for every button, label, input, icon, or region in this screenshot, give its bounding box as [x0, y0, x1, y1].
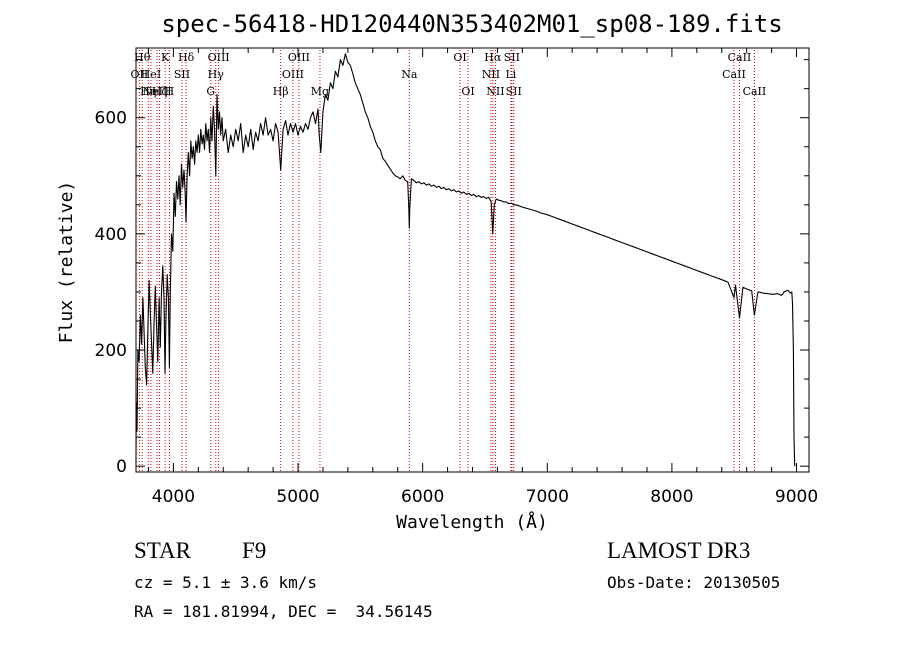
line-marker-label: OIII	[288, 51, 310, 64]
line-marker-label: SII	[504, 51, 520, 64]
line-marker-label: SII	[506, 85, 522, 98]
line-marker-label: G	[206, 85, 215, 98]
line-marker-label: Hη	[140, 85, 156, 98]
line-marker-label: OIII	[282, 68, 304, 81]
line-markers	[138, 50, 755, 472]
line-marker-label: Hγ	[208, 68, 225, 81]
line-marker-label: NII	[486, 85, 504, 98]
line-marker-label: H	[165, 85, 175, 98]
y-tick-label: 400	[95, 225, 127, 245]
axis-ticks	[136, 48, 809, 472]
observation-date: Obs-Date: 20130505	[607, 573, 781, 592]
x-tick-label: 9000	[775, 487, 818, 507]
line-marker-label: OII	[131, 68, 149, 81]
line-marker-label: K	[161, 51, 170, 64]
line-marker-label: Hζ	[152, 85, 168, 98]
x-axis-label: Wavelength (Å)	[396, 511, 548, 533]
line-marker-label: CaII	[722, 68, 746, 81]
x-tick-label: 8000	[650, 487, 693, 507]
line-marker-label: Mg	[311, 85, 329, 98]
y-tick-label: 0	[116, 457, 127, 477]
line-marker-label: Na	[401, 68, 418, 81]
spectral-subclass: F9	[242, 538, 267, 563]
line-marker-label: CaII	[728, 51, 752, 64]
line-marker-label: HeI	[141, 68, 161, 81]
survey-name: LAMOST DR3	[607, 538, 751, 563]
line-marker-label: Hβ	[273, 85, 289, 98]
axis-tick-labels: 4000 5000 6000 7000 8000 9000 0 200 400 600	[95, 109, 819, 507]
spectrum-series	[135, 53, 796, 467]
redshift-cz: cz = 5.1 ± 3.6 km/s	[134, 573, 318, 592]
line-marker-label: NII	[482, 68, 500, 81]
ra-dec-coordinates: RA = 181.81994, DEC = 34.56145	[134, 602, 433, 621]
line-marker-label: OIII	[208, 51, 230, 64]
x-tick-label: 5000	[276, 487, 319, 507]
line-marker-label: Li	[505, 68, 516, 81]
x-tick-label: 6000	[401, 487, 444, 507]
line-marker-label: Hθ	[134, 51, 151, 64]
y-tick-label: 600	[95, 109, 127, 129]
spectrum-line	[135, 53, 796, 467]
line-marker-label: NeIII	[142, 85, 171, 98]
x-tick-label: 4000	[152, 487, 195, 507]
line-marker-label: SII	[174, 68, 190, 81]
line-marker-label: OI	[453, 51, 466, 64]
line-marker-label: Hδ	[178, 51, 195, 64]
line-marker-label: Hα	[484, 51, 502, 64]
x-tick-label: 7000	[526, 487, 569, 507]
y-tick-label: 200	[95, 341, 127, 361]
line-marker-label: CaII	[743, 85, 767, 98]
object-type: STAR	[134, 538, 191, 563]
y-axis-label: Flux (relative)	[56, 181, 77, 344]
chart-title: spec-56418-HD120440N353402M01_sp08-189.f…	[161, 10, 782, 38]
line-marker-label: OI	[461, 85, 474, 98]
plot-frame	[135, 47, 810, 473]
